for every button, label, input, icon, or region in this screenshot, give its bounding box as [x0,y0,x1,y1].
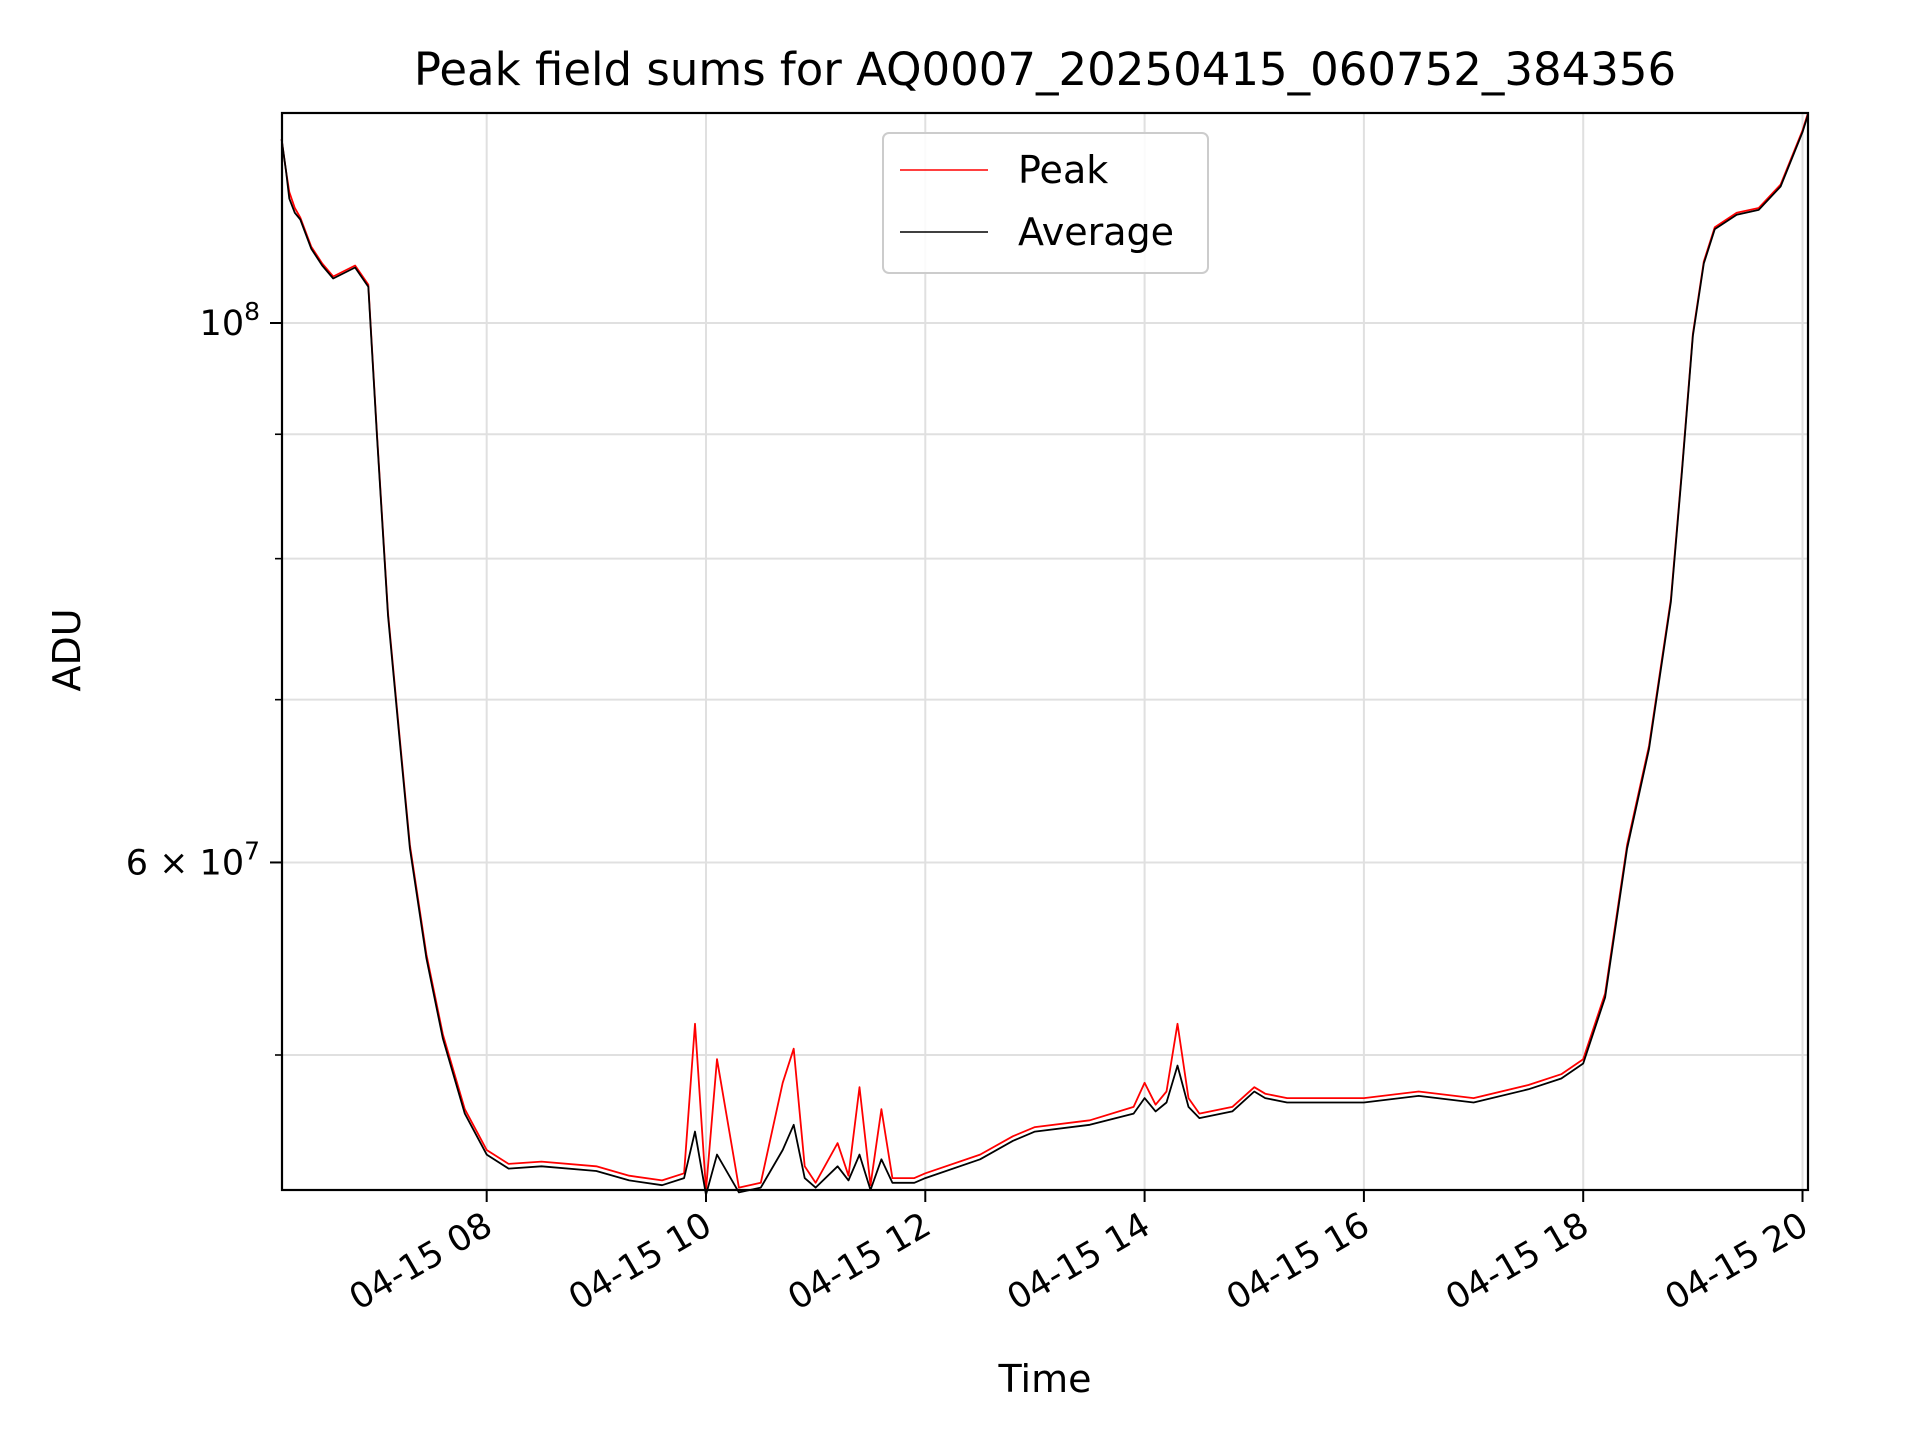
y-tick-label: 108 [200,297,260,344]
y-axis-label: ADU [45,608,89,691]
series-line-average [280,114,1809,1196]
legend: Peak Average [882,132,1209,274]
x-axis-label: Time [998,1357,1092,1401]
chart-title: Peak field sums for AQ0007_20250415_0607… [414,43,1676,96]
legend-average-label: Average [1018,210,1174,254]
grid-layer [282,113,1808,1190]
legend-box [882,132,1209,274]
y-tick-label: 6 × 107 [126,836,260,883]
plot-frame [280,111,1810,1192]
series-layer [280,112,1809,1196]
legend-peak-label: Peak [1018,148,1108,192]
